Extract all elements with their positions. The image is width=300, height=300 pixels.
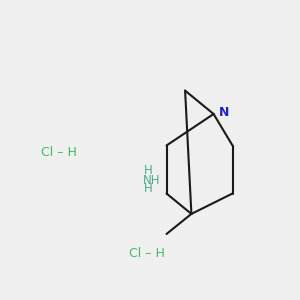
Text: Cl – H: Cl – H	[129, 247, 165, 260]
Text: Cl – H: Cl – H	[40, 146, 76, 160]
Text: N: N	[219, 106, 230, 119]
Text: NH: NH	[143, 173, 160, 187]
Text: H: H	[144, 164, 153, 178]
Text: H: H	[144, 182, 153, 195]
